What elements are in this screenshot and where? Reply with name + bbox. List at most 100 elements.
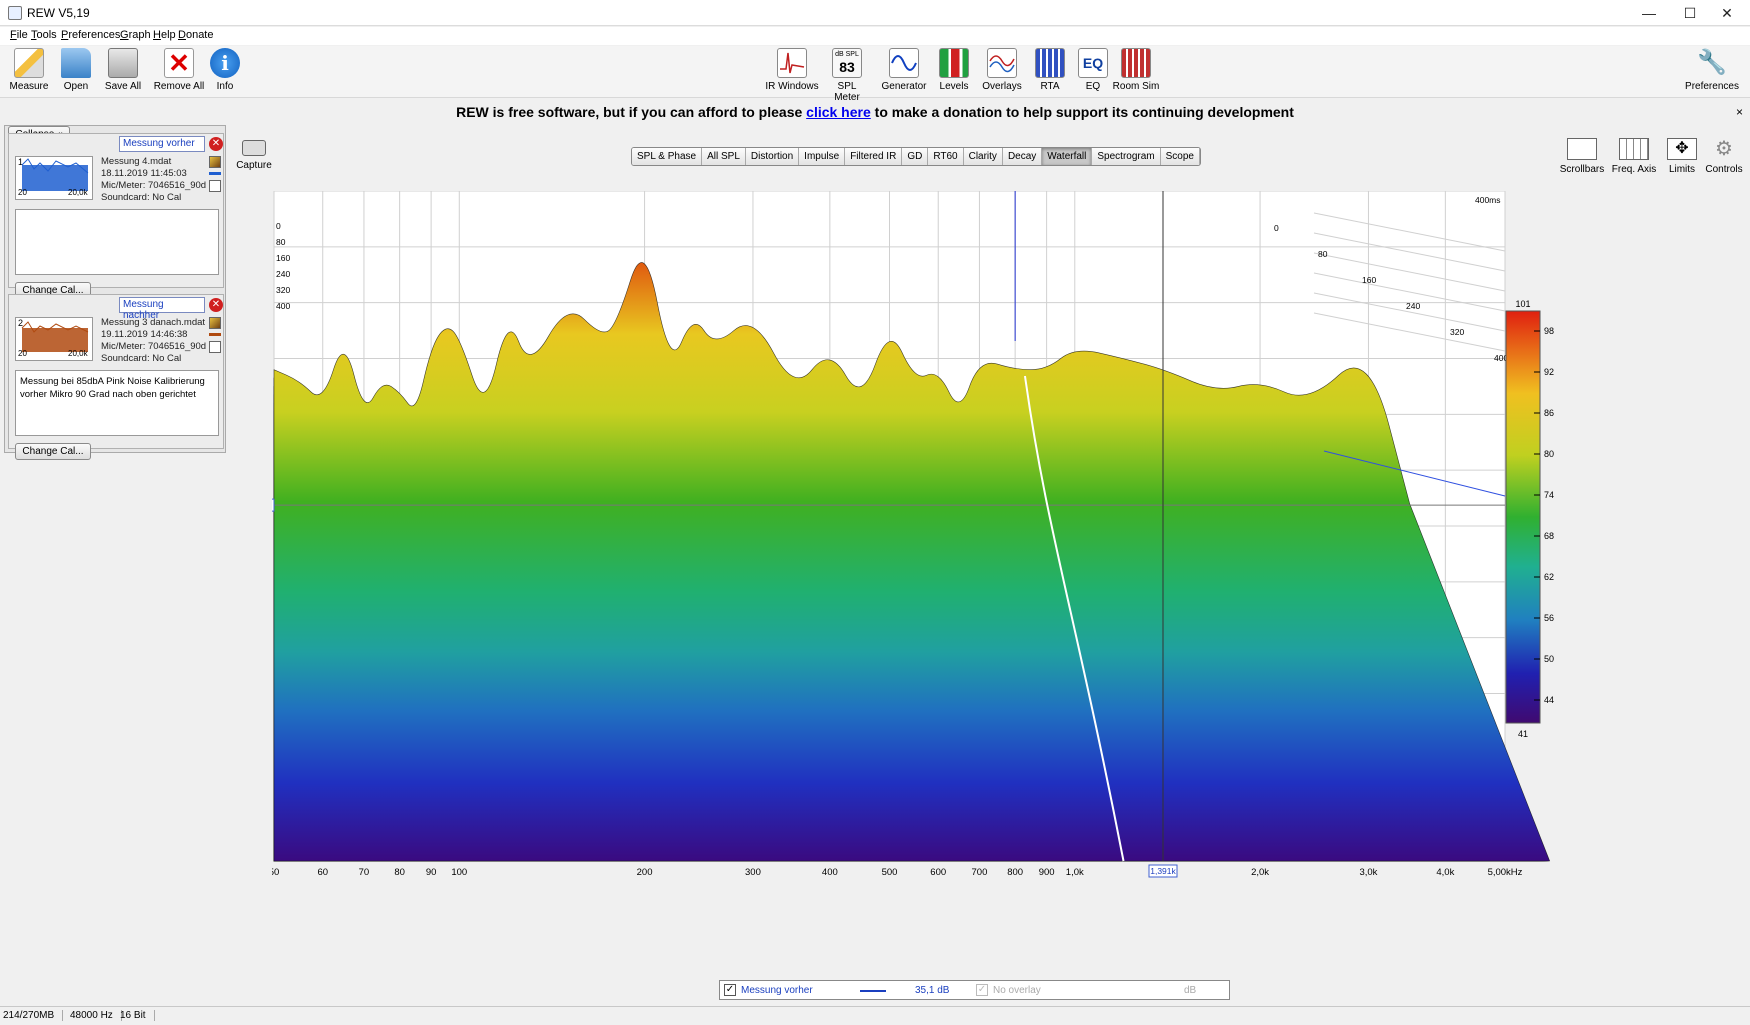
measurement-item-1[interactable]: Messung vorher ✕ 1 20 20,0k Messung 4.md… <box>8 133 224 299</box>
tab-spectrogram[interactable]: Spectrogram <box>1092 148 1161 165</box>
save-all-button[interactable]: Save All <box>102 48 144 92</box>
line-style-icon[interactable] <box>209 333 221 336</box>
x-tick-label: 70 <box>359 867 370 878</box>
tab-all-spl[interactable]: All SPL <box>702 148 746 165</box>
thumb-plot <box>21 158 89 191</box>
levels-label: Levels <box>939 81 969 92</box>
tab-filtered-ir[interactable]: Filtered IR <box>845 148 903 165</box>
note-icon[interactable] <box>209 341 221 353</box>
measurement-name-input[interactable]: Messung nachher <box>119 297 205 321</box>
time-tick-label-right: 240 <box>1406 301 1420 311</box>
limits-button[interactable]: ✥ Limits <box>1656 138 1708 175</box>
open-button[interactable]: Open <box>58 48 94 92</box>
save-icon <box>108 48 138 78</box>
freq-axis-button[interactable]: Freq. Axis <box>1608 138 1660 175</box>
tab-decay[interactable]: Decay <box>1002 148 1043 165</box>
donate-close-icon[interactable]: × <box>1736 105 1744 119</box>
measurement-thumbnail[interactable]: 2 20 20,0k <box>15 317 93 361</box>
room-sim-button[interactable]: Room Sim <box>1112 48 1160 92</box>
overlay-checkbox[interactable]: ✓ <box>976 984 988 996</box>
x-tick-label: 1,0k <box>1066 867 1084 878</box>
sample-rate-status: 48000 Hz <box>70 1010 122 1021</box>
legend-checkbox[interactable]: ✓ <box>724 984 736 996</box>
minimize-button[interactable]: — <box>1642 5 1656 21</box>
color-picker-icon[interactable] <box>209 317 221 329</box>
legend-value: 35,1 dB <box>915 985 950 996</box>
menu-help[interactable]: Help <box>153 29 176 41</box>
status-bar: 214/270MB 48000 Hz 16 Bit <box>0 1006 1750 1025</box>
remove-all-button[interactable]: ✕ Remove All <box>153 48 205 92</box>
eq-icon: EQ <box>1078 48 1108 78</box>
tab-spl-phase[interactable]: SPL & Phase <box>632 148 703 165</box>
tab-impulse[interactable]: Impulse <box>799 148 846 165</box>
eq-button[interactable]: EQ EQ <box>1078 48 1108 92</box>
open-label: Open <box>63 81 89 92</box>
tab-rt60[interactable]: RT60 <box>928 148 964 165</box>
thumb-left-label: 20 <box>18 349 27 358</box>
remove-all-label: Remove All <box>153 81 205 92</box>
measurement-notes[interactable] <box>15 209 219 275</box>
tab-waterfall[interactable]: Waterfall <box>1042 148 1093 165</box>
title-bar: REW V5,19 — ☐ ✕ <box>0 0 1750 26</box>
menu-tools[interactable]: Tools <box>31 29 57 41</box>
colorbar-tick-label: 92 <box>1544 367 1554 377</box>
x-tick-label: 500 <box>882 867 898 878</box>
measurement-item-2[interactable]: Messung nachher ✕ 2 20 20,0k Messung 3 d… <box>8 294 224 460</box>
menu-file[interactable]: File <box>10 29 28 41</box>
capture-button[interactable]: Capture <box>234 140 274 171</box>
colorbar-gradient <box>1505 310 1541 724</box>
measurement-file: Messung 3 danach.mdat <box>101 317 206 328</box>
remove-measurement-icon[interactable]: ✕ <box>209 298 223 312</box>
controls-button[interactable]: ⚙ Controls <box>1698 138 1750 175</box>
time-tick-label-right: 320 <box>1450 327 1464 337</box>
measure-button[interactable]: Measure <box>8 48 50 92</box>
x-tick-label: 300 <box>745 867 761 878</box>
tab-clarity[interactable]: Clarity <box>963 148 1003 165</box>
main-toolbar: Measure Open Save All ✕ Remove All i Inf… <box>0 46 1750 103</box>
measurement-soundcard: Soundcard: No Cal <box>101 192 182 203</box>
measurement-notes[interactable]: Messung bei 85dbA Pink Noise Kalibrierun… <box>15 370 219 436</box>
colorbar-tick-label: 80 <box>1544 449 1554 459</box>
measure-label: Measure <box>9 81 49 92</box>
open-folder-icon <box>61 48 91 78</box>
waterfall-slice <box>273 262 1551 862</box>
generator-button[interactable]: Generator <box>880 48 928 92</box>
scrollbars-button[interactable]: Scrollbars <box>1556 138 1608 175</box>
tab-scope[interactable]: Scope <box>1160 148 1200 165</box>
x-tick-label: 90 <box>426 867 437 878</box>
line-style-icon[interactable] <box>209 172 221 175</box>
time-grid-line <box>1313 292 1506 332</box>
tab-gd[interactable]: GD <box>902 148 929 165</box>
spl-meter-button[interactable]: dB SPL 83 SPL Meter <box>824 48 870 103</box>
menu-graph[interactable]: Graph <box>120 29 151 41</box>
info-button[interactable]: i Info <box>210 48 240 92</box>
freq-axis-label: Freq. Axis <box>1611 164 1657 175</box>
ir-windows-button[interactable]: IR Windows <box>764 48 820 92</box>
change-cal-button[interactable]: Change Cal... <box>15 443 91 460</box>
overlays-button[interactable]: Overlays <box>980 48 1024 92</box>
ir-windows-label: IR Windows <box>765 81 819 92</box>
x-tick-label: 80 <box>394 867 405 878</box>
preferences-button[interactable]: 🔧 Preferences <box>1682 48 1742 92</box>
levels-button[interactable]: Levels <box>936 48 972 92</box>
measurement-thumbnail[interactable]: 1 20 20,0k <box>15 156 93 200</box>
legend-series-name: Messung vorher <box>741 985 813 996</box>
measurement-name-input[interactable]: Messung vorher <box>119 136 205 152</box>
measurement-date: 18.11.2019 11:45:03 <box>101 168 187 179</box>
waterfall-plot[interactable]: 50607080901002003004005006007008009001,0… <box>272 191 1678 960</box>
spl-meter-icon: dB SPL 83 <box>832 48 862 78</box>
donate-link[interactable]: click here <box>806 104 871 120</box>
menu-donate[interactable]: Donate <box>178 29 214 41</box>
spl-meter-value: 83 <box>839 59 855 75</box>
color-picker-icon[interactable] <box>209 156 221 168</box>
remove-measurement-icon[interactable]: ✕ <box>209 137 223 151</box>
cursor-freq-box <box>1148 864 1178 878</box>
decay-trace-line <box>1023 375 1125 862</box>
menu-preferences[interactable]: Preferences <box>61 29 121 41</box>
thumb-right-label: 20,0k <box>68 188 88 197</box>
tab-distortion[interactable]: Distortion <box>745 148 800 165</box>
close-window-button[interactable]: ✕ <box>1721 5 1733 21</box>
note-icon[interactable] <box>209 180 221 192</box>
rta-button[interactable]: RTA <box>1032 48 1068 92</box>
maximize-button[interactable]: ☐ <box>1683 5 1697 21</box>
